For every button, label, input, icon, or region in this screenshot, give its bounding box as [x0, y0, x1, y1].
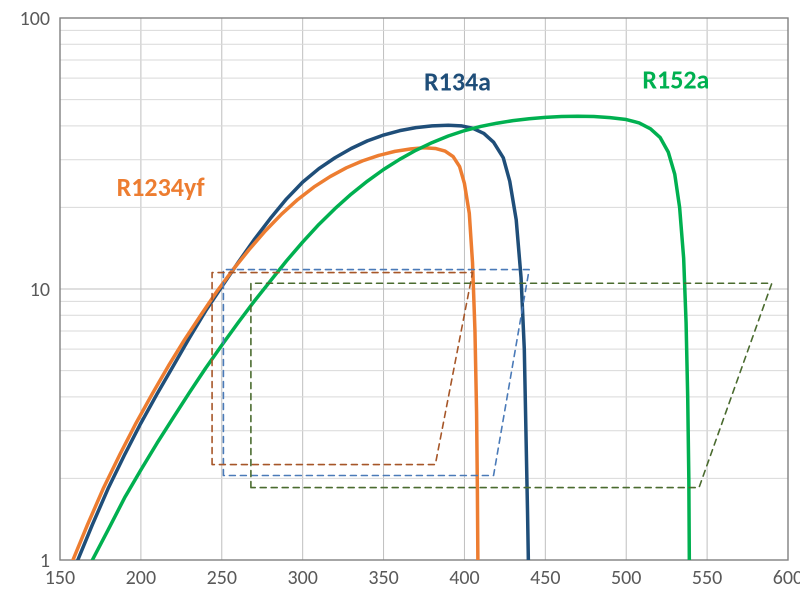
y-tick-label: 100: [20, 7, 50, 31]
y-tick-label: 1: [40, 549, 50, 573]
x-tick-label: 550: [692, 566, 722, 590]
x-tick-label: 600: [773, 566, 800, 590]
x-tick-label: 400: [449, 566, 479, 590]
x-tick-label: 500: [611, 566, 641, 590]
chart-svg: 150200250300350400450500550600110100R134…: [0, 0, 800, 600]
grid: [60, 18, 788, 560]
series-label-R152a: R152a: [642, 63, 709, 95]
series-label-R1234yf: R1234yf: [117, 171, 206, 203]
series-label-R134a: R134a: [424, 66, 491, 98]
y-tick-label: 10: [30, 278, 50, 302]
x-tick-label: 250: [207, 566, 237, 590]
refrigerant-chart: 150200250300350400450500550600110100R134…: [0, 0, 800, 600]
x-tick-label: 200: [126, 566, 156, 590]
x-tick-label: 300: [287, 566, 317, 590]
x-tick-label: 350: [368, 566, 398, 590]
x-tick-label: 450: [530, 566, 560, 590]
